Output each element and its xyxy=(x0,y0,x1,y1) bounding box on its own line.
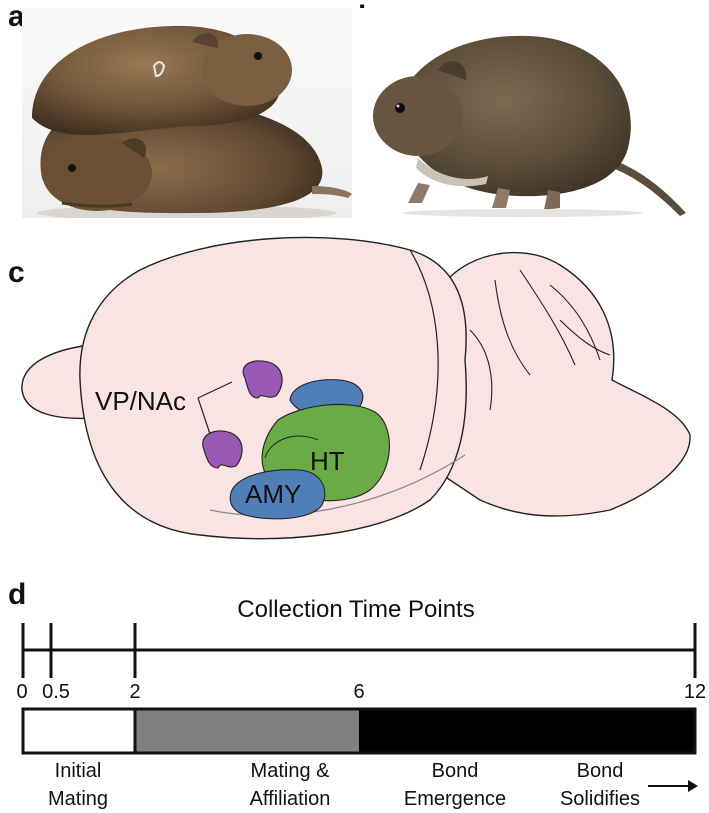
timeline-phase-bar xyxy=(21,707,697,755)
phase-label-line1: Initial xyxy=(55,760,102,782)
phase-label-line2: Solidifies xyxy=(560,788,640,810)
vp-nac-region-lower xyxy=(202,430,243,469)
phase-label-line2: Emergence xyxy=(404,788,506,810)
timeline-phase-segment xyxy=(23,709,135,753)
phase-label-line1: Bond xyxy=(432,760,479,782)
phase-label-line1: Bond xyxy=(577,760,624,782)
label-ht: HT xyxy=(310,446,345,476)
panel-label-c: c xyxy=(8,256,25,289)
photo-vole-single xyxy=(358,8,700,218)
vp-nac-region-upper xyxy=(242,360,283,399)
connector-line-upper xyxy=(197,381,233,399)
arrow-icon xyxy=(648,780,698,792)
timeline-phase-segment xyxy=(135,709,359,753)
timeline-phase-segment xyxy=(359,709,695,753)
panel-label-a: a xyxy=(8,0,25,33)
timeline-phase-labels: Initial Mating Mating & Affiliation Bond Emer… xyxy=(48,760,640,810)
timeline-tick-label: 6 xyxy=(353,681,364,703)
timeline-tick-labels: 0 0.5 2 6 12 xyxy=(16,681,706,703)
phase-label-line1: Mating & xyxy=(251,760,331,782)
timeline-tick-label: 12 xyxy=(684,681,706,703)
phase-label-line2: Affiliation xyxy=(250,788,331,810)
panel-label-d: d xyxy=(8,578,27,611)
photo-voles-huddling xyxy=(22,8,352,218)
amy-region xyxy=(229,469,326,520)
label-vp-nac: VP/NAc xyxy=(95,386,186,416)
timeline-bar-border xyxy=(21,707,697,755)
timeline-tick-label: 0.5 xyxy=(42,681,70,703)
timeline-title: Collection Time Points xyxy=(237,596,474,623)
timeline-tick-label: 0 xyxy=(16,681,27,703)
timeline-tick-label: 2 xyxy=(129,681,140,703)
label-amy: AMY xyxy=(245,479,301,509)
phase-label-line2: Mating xyxy=(48,788,108,810)
timeline-axis xyxy=(21,623,697,678)
